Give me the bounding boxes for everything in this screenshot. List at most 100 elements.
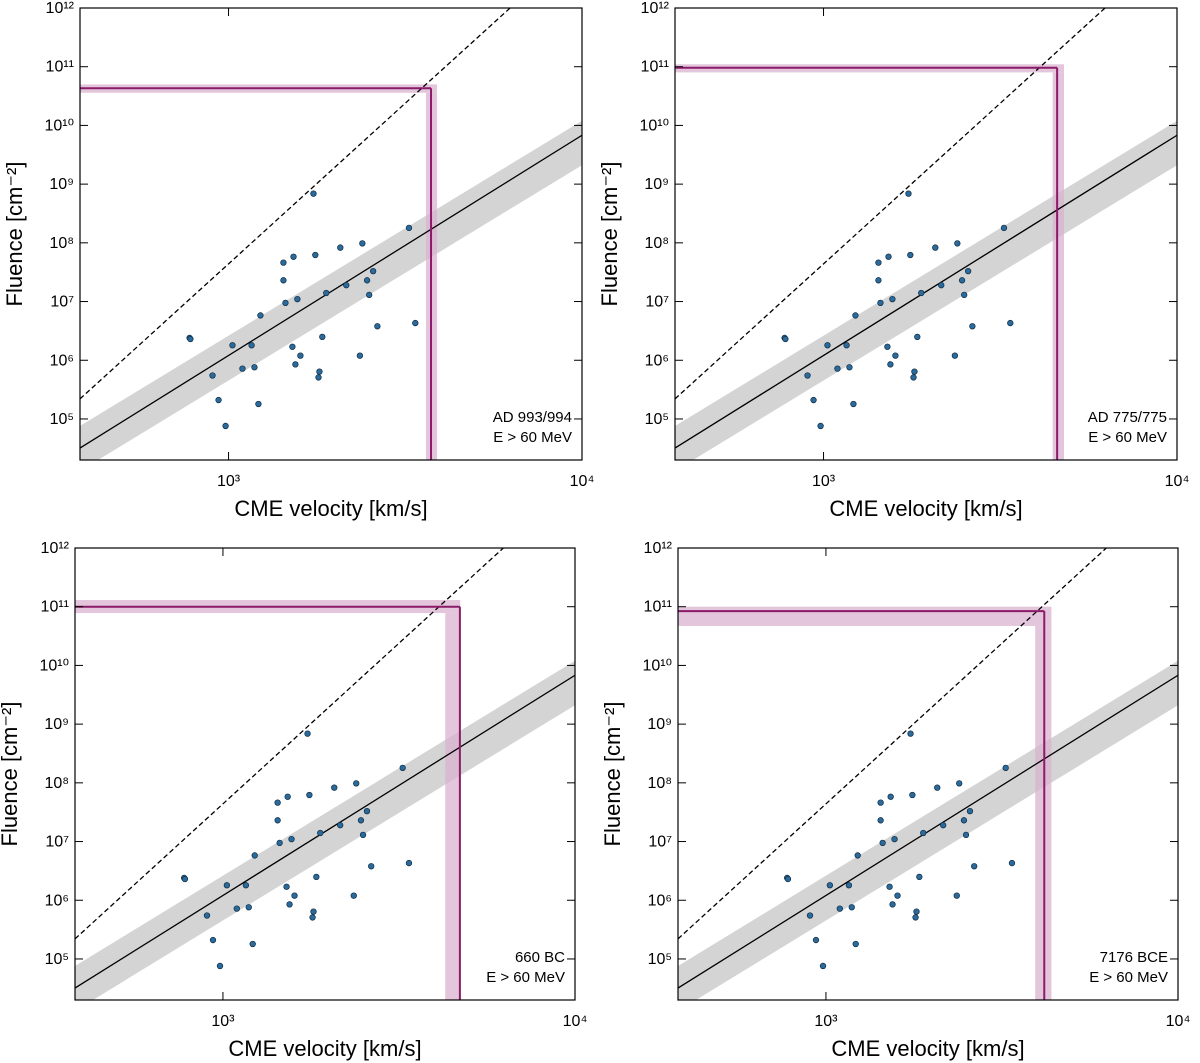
data-point [291, 892, 298, 899]
data-point [848, 904, 855, 911]
data-point [249, 940, 256, 948]
data-point [297, 352, 304, 359]
y-tick-label: 10⁹ [647, 716, 672, 733]
dashed-line [678, 548, 1108, 940]
data-point [405, 224, 413, 231]
fit-band [80, 120, 582, 460]
data-point [229, 342, 236, 349]
y-tick-label: 10¹¹ [41, 599, 69, 616]
data-point [357, 817, 365, 824]
data-point [962, 831, 970, 839]
data-point [1000, 224, 1008, 231]
event-x-band [445, 613, 461, 1000]
x-tick-label: 10³ [211, 1013, 235, 1030]
y-axis-label: Fluence [cm⁻²] [0, 702, 22, 847]
data-point [887, 793, 894, 800]
data-point [964, 267, 972, 275]
dashed-line [75, 548, 505, 940]
panel: 10³ 10⁴ 10⁵ 10⁶ 10⁷ 10⁸ 10⁹ 10¹⁰ 10¹¹ 10¹² CME vel… [597, 0, 1189, 521]
data-point [907, 251, 914, 259]
data-point [248, 342, 255, 349]
data-point [369, 267, 377, 275]
y-axis-label: Fluence [cm⁻²] [597, 162, 622, 307]
data-point [187, 335, 194, 343]
data-point [290, 253, 297, 260]
x-tick-label: 10³ [814, 1013, 838, 1030]
data-point [846, 364, 853, 371]
data-point [916, 873, 923, 881]
data-point [887, 361, 894, 368]
data-point [374, 323, 381, 330]
data-point [356, 352, 364, 359]
data-point [875, 259, 882, 266]
x-tick-label: 10³ [217, 473, 241, 490]
data-point [852, 312, 859, 319]
y-tick-label: 10⁶ [45, 892, 69, 909]
data-point [353, 780, 360, 787]
data-point [850, 400, 857, 408]
data-point [889, 295, 896, 303]
fit-line [678, 674, 1178, 989]
fit-band [675, 120, 1177, 460]
data-point [804, 372, 811, 379]
data-point [966, 807, 974, 815]
data-point [363, 807, 371, 815]
data-point [350, 892, 357, 899]
data-point [951, 352, 959, 359]
data-point [257, 312, 264, 319]
data-point [317, 829, 324, 837]
data-point [292, 361, 299, 368]
data-point [885, 253, 892, 260]
y-tick-label: 10⁷ [45, 834, 69, 851]
data-point [894, 892, 901, 899]
data-point [971, 863, 978, 870]
data-point [280, 277, 287, 284]
panel: 10³ 10⁴ 10⁵ 10⁶ 10⁷ 10⁸ 10⁹ 10¹⁰ 10¹¹ 10¹² CME vel… [600, 540, 1190, 1061]
data-point [316, 368, 323, 375]
data-point [905, 190, 912, 197]
data-point [907, 730, 914, 737]
y-tick-label: 10⁹ [44, 716, 69, 733]
data-point [209, 936, 217, 944]
data-point [405, 859, 413, 867]
data-point [319, 333, 326, 341]
data-point [312, 251, 319, 259]
data-point [181, 875, 189, 883]
y-tick-label: 10⁹ [49, 176, 74, 193]
data-point [233, 905, 240, 912]
y-tick-label: 10¹² [46, 0, 75, 17]
data-point [843, 342, 850, 349]
data-point [958, 277, 966, 284]
data-point [359, 240, 366, 247]
x-axis-label: CME velocity [km/s] [831, 1036, 1024, 1061]
axes-frame [79, 7, 583, 461]
data-point [954, 240, 961, 247]
x-tick-label: 10⁴ [563, 1013, 588, 1030]
data-point [834, 365, 841, 372]
data-point [891, 835, 898, 843]
data-point [879, 839, 886, 847]
data-point [782, 335, 789, 343]
fit-line [675, 134, 1177, 449]
data-point [255, 400, 262, 408]
panel: 10³ 10⁴ 10⁵ 10⁶ 10⁷ 10⁸ 10⁹ 10¹⁰ 10¹¹ 10¹² CME vel… [0, 540, 588, 1061]
data-point [819, 962, 827, 970]
annotation: E > 60 MeV [1088, 429, 1167, 446]
data-point [368, 863, 375, 870]
y-tick-label: 10¹⁰ [642, 657, 672, 674]
x-axis-label: CME velocity [km/s] [228, 1036, 421, 1061]
data-point [363, 277, 371, 284]
data-point [953, 892, 960, 899]
data-point [845, 882, 853, 889]
y-tick-label: 10¹¹ [641, 59, 669, 76]
data-point [911, 368, 918, 375]
panel: 10³ 10⁴ 10⁵ 10⁶ 10⁷ 10⁸ 10⁹ 10¹⁰ 10¹¹ 10¹² CME vel… [2, 0, 594, 521]
data-point [310, 190, 317, 197]
data-point [274, 799, 281, 806]
data-point [1007, 319, 1014, 327]
y-tick-label: 10⁵ [45, 951, 69, 968]
data-point [284, 793, 291, 800]
data-point [306, 791, 313, 799]
y-tick-label: 10⁵ [645, 411, 669, 428]
y-tick-label: 10⁶ [50, 352, 74, 369]
